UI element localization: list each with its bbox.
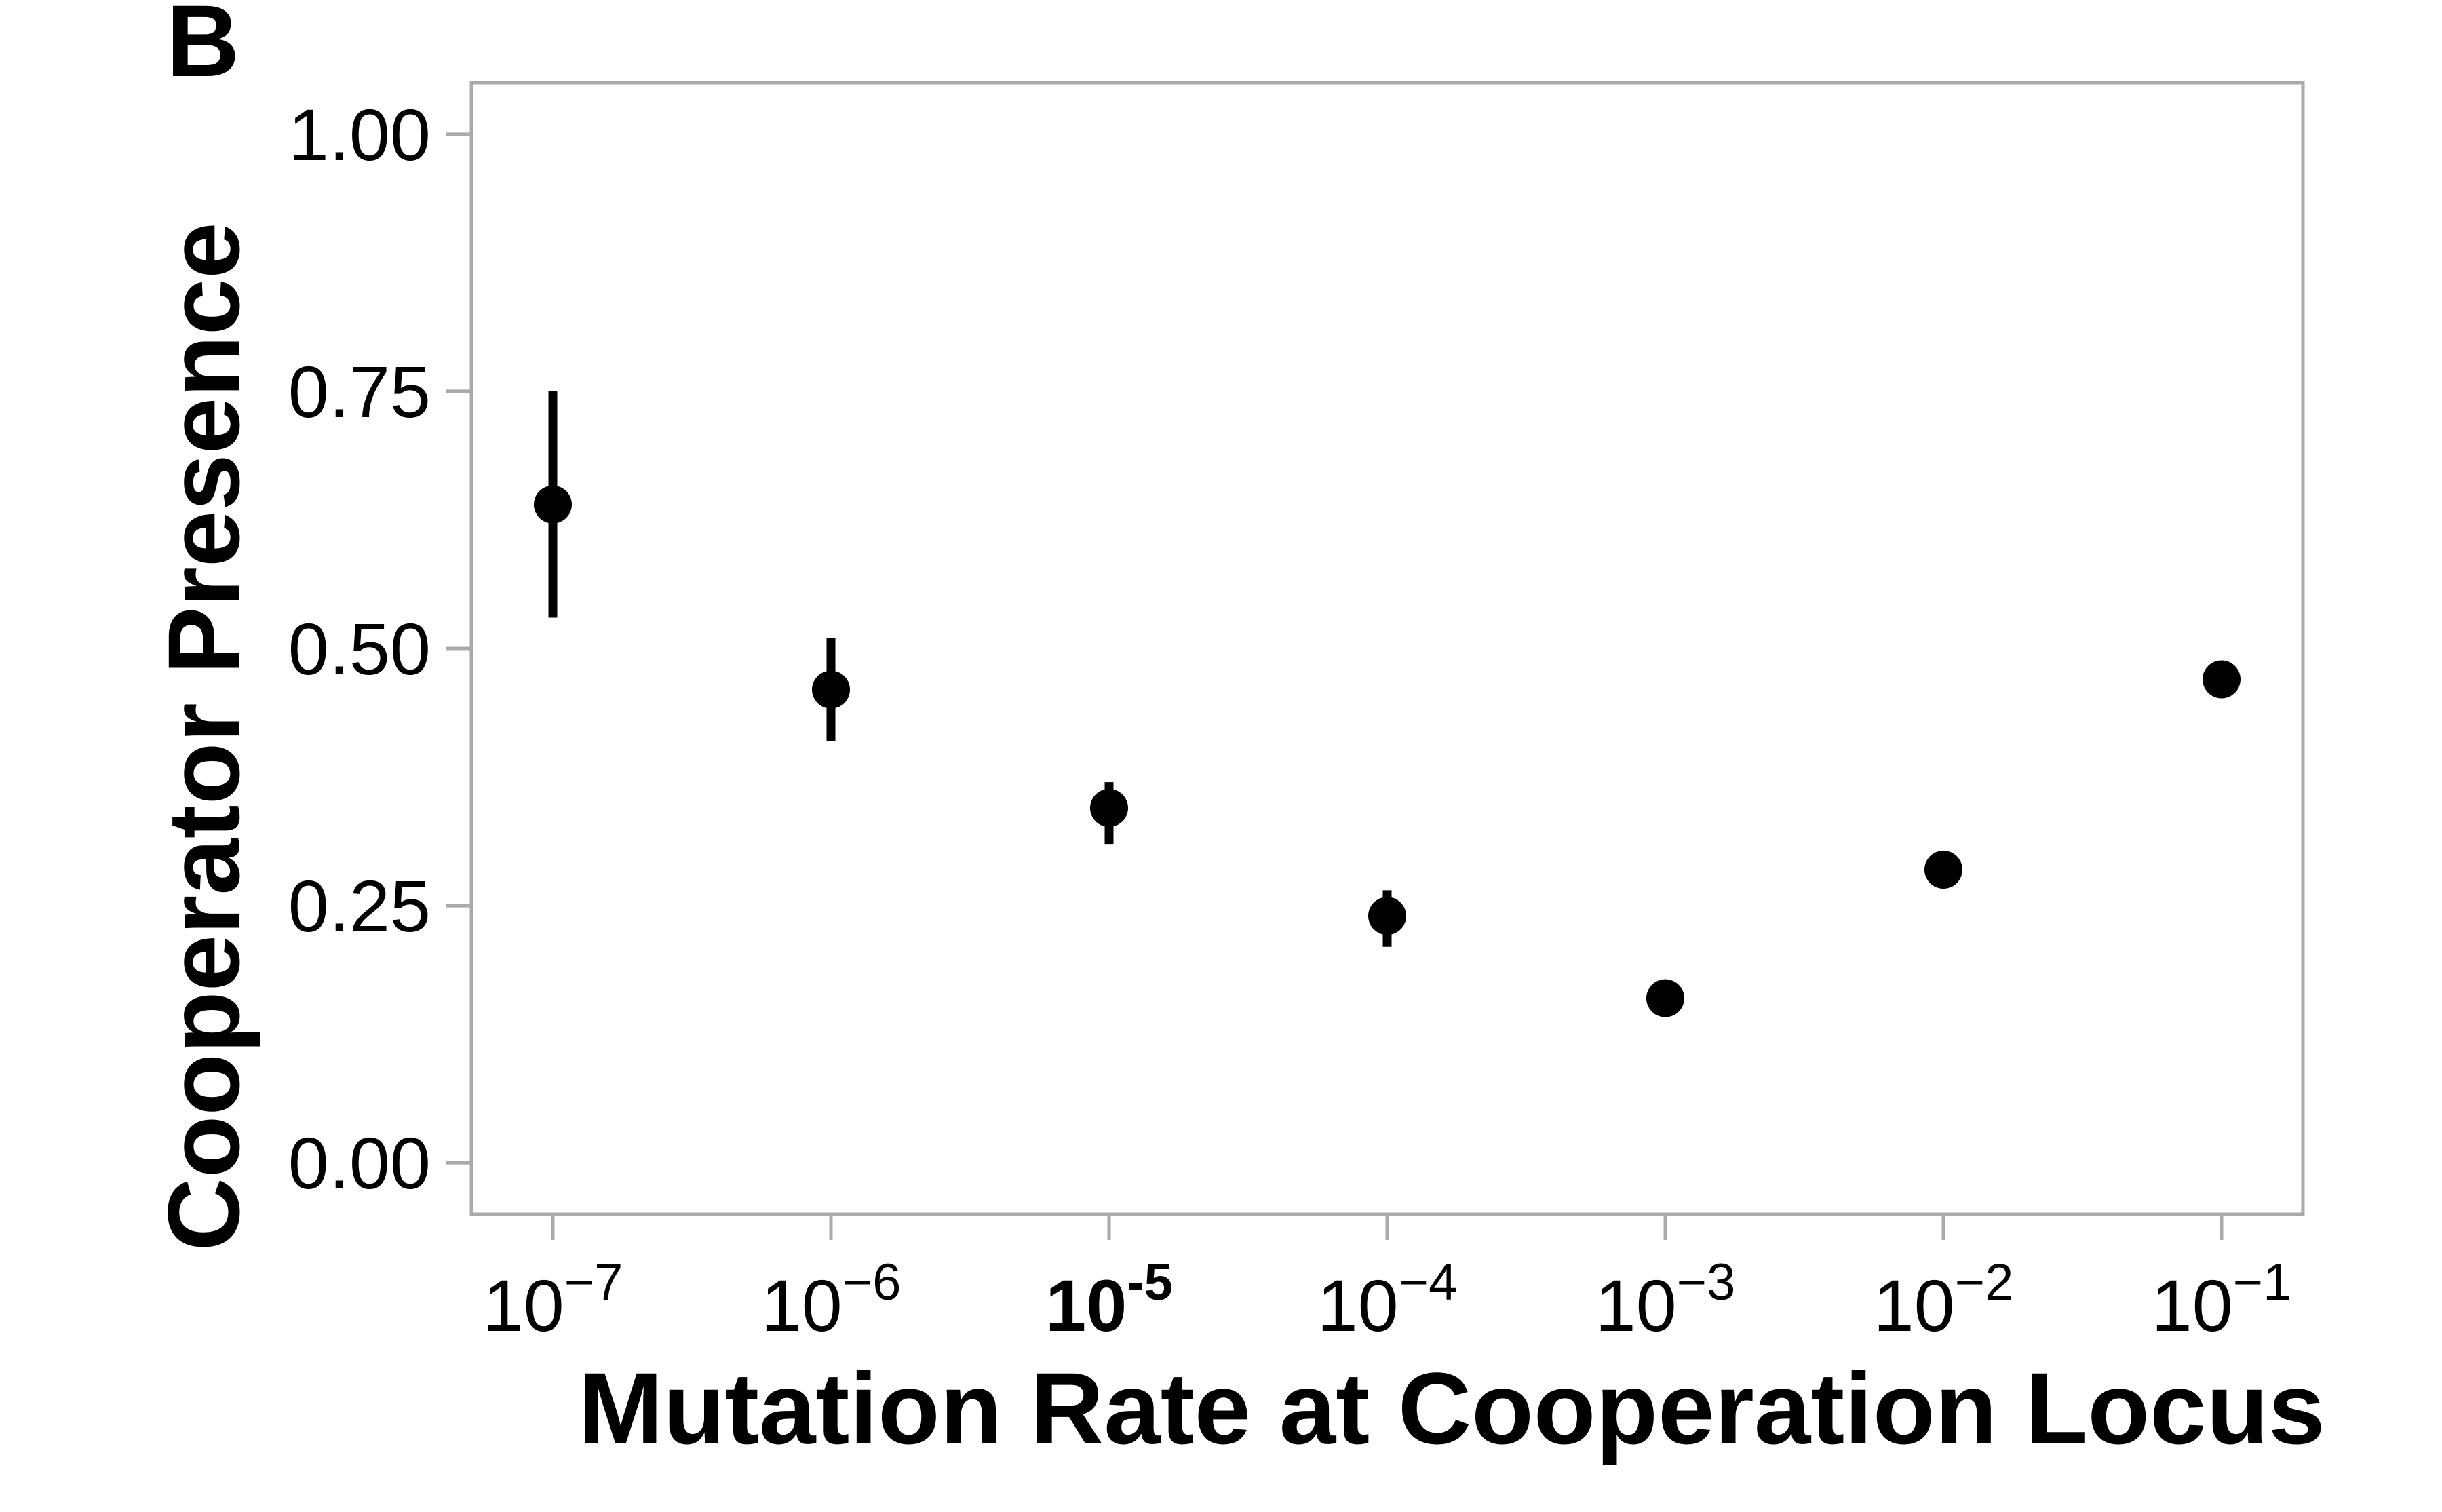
x-tick-label: 10−3 xyxy=(1595,1254,1736,1346)
x-tick-label: 10−7 xyxy=(483,1254,623,1346)
data-point-group xyxy=(1646,979,1684,1017)
panel-label: B xyxy=(166,0,239,98)
data-point-group xyxy=(1090,782,1128,845)
x-tick-exponent: −4 xyxy=(1399,1254,1458,1311)
x-axis: 10−7 10−6 10-5 10−4 10−3 10−2 10−1 xyxy=(483,1214,2292,1346)
x-tick-label: 10−4 xyxy=(1317,1254,1458,1346)
data-point xyxy=(1646,979,1684,1017)
data-point xyxy=(812,670,850,709)
x-tick-base: 10 xyxy=(1874,1264,1955,1346)
data-point-group xyxy=(2203,660,2241,699)
y-tick-label: 0.25 xyxy=(288,865,431,947)
x-tick-label: 10−6 xyxy=(761,1254,902,1346)
x-tick-label: 10−1 xyxy=(2152,1254,2292,1346)
y-tick-label: 1.00 xyxy=(288,94,431,176)
x-tick-exponent: −6 xyxy=(842,1254,902,1311)
data-point xyxy=(1090,789,1128,828)
y-tick-label: 0.75 xyxy=(288,351,431,433)
data-point-group xyxy=(1368,890,1406,947)
data-point-group xyxy=(1924,851,1962,889)
x-tick-exponent: −3 xyxy=(1677,1254,1736,1311)
x-tick-label: 10-5 xyxy=(1045,1254,1173,1346)
y-axis: 0.00 0.25 0.50 0.75 1.00 xyxy=(288,94,471,1204)
data-point xyxy=(1368,897,1406,935)
x-tick-exponent: −1 xyxy=(2233,1254,2292,1311)
x-tick-label: 10−2 xyxy=(1874,1254,2014,1346)
x-tick-base: 10 xyxy=(761,1264,842,1346)
x-tick-exponent: −2 xyxy=(1955,1254,2014,1311)
data-point xyxy=(534,485,572,524)
y-axis-title: Cooperator Presence xyxy=(147,222,260,1251)
plot-frame xyxy=(469,81,2305,1216)
data-point xyxy=(1924,851,1962,889)
y-tick-label: 0.00 xyxy=(288,1122,431,1204)
x-tick-base: 10 xyxy=(483,1264,564,1346)
y-tick-label: 0.50 xyxy=(288,608,431,690)
data-point-group xyxy=(534,391,572,618)
x-tick-base: 10 xyxy=(2152,1264,2233,1346)
data-point-group xyxy=(812,638,850,741)
data-series xyxy=(534,391,2241,1017)
x-tick-base: 10 xyxy=(1045,1264,1127,1346)
x-axis-title: Mutation Rate at Cooperation Locus xyxy=(578,1351,2325,1465)
x-tick-exponent: -5 xyxy=(1127,1254,1173,1311)
x-tick-base: 10 xyxy=(1595,1264,1677,1346)
data-point xyxy=(2203,660,2241,699)
x-tick-base: 10 xyxy=(1317,1264,1399,1346)
x-tick-exponent: −7 xyxy=(564,1254,623,1311)
